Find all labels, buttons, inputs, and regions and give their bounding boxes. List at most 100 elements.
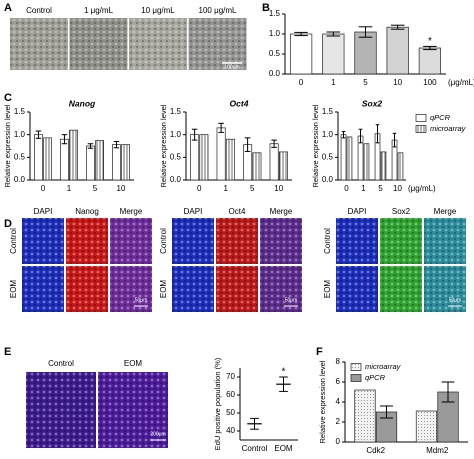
x-tick-label: 10 [274,184,283,193]
y-tick-label: 1.0 [322,130,334,139]
y-tick-label: 0.0 [269,69,281,78]
micrograph-texture [380,218,422,264]
micrograph-texture [66,218,108,264]
legend-label: qPCR [365,373,386,382]
micrograph-texture [216,266,258,312]
y-tick-label: 0.0 [322,175,334,184]
micrograph-texture [424,218,466,264]
bar [190,134,200,181]
column-label: Sox2 [392,207,411,216]
x-tick-label: Mdm2 [426,446,449,455]
y-tick-label: 0.5 [322,152,334,161]
y-axis-label: Relative expression level [159,104,168,187]
bar [363,143,370,181]
legend-label: microarray [365,362,402,371]
bar [199,134,209,181]
micrograph-texture [110,218,152,264]
x-tick-label: Cdk2 [366,446,385,455]
bar [346,136,353,181]
y-tick-label: 0.5 [269,49,281,58]
micrograph-texture [336,266,378,312]
panel-label: C [4,92,12,104]
x-tick-label: 10 [117,184,126,193]
image-label: 100 μg/mL [199,6,238,15]
y-tick-label: 1.5 [269,9,281,18]
micrograph-texture [336,218,378,264]
column-label: DAPI [348,207,367,216]
panel-label: F [316,346,323,358]
x-tick-label: 0 [299,78,304,87]
micrograph-texture [380,266,422,312]
micrograph-texture [172,266,214,312]
column-label: Oct4 [229,207,246,216]
bar [269,143,279,181]
bar [34,134,43,181]
bar [60,138,69,181]
y-tick-label: 1.0 [269,29,281,38]
image-label: EOM [124,359,143,368]
bar [252,152,262,181]
x-tick-label: 1 [361,184,366,193]
image-label: Control [26,6,52,15]
y-tick-label: 1.0 [170,130,182,139]
legend-swatch [415,114,427,122]
micrograph-texture [110,266,152,312]
bar [322,33,345,75]
micrograph-texture [22,218,64,264]
x-tick-label: 1 [67,184,72,193]
chart-title: Nanog [69,98,96,108]
micrograph-texture [260,266,302,312]
y-tick-label: 0.5 [170,152,182,161]
micrograph-texture [172,218,214,264]
image-label: Control [48,359,74,368]
x-tick-label: 10 [393,184,402,193]
bar [415,410,438,443]
x-tick-label: 100 [423,78,437,87]
panel-label: A [4,2,12,14]
x-axis-label: (μg/mL) [448,78,474,87]
bar [289,33,313,75]
micrograph-texture [22,266,64,312]
y-axis-label: EdU positive population (%) [213,357,222,450]
x-axis-label: (μg/mL) [408,184,436,193]
chart-title: Sox2 [362,98,383,108]
y-tick-label: 0.0 [14,175,26,184]
significance-mark: * [282,367,286,378]
column-label: Merge [120,207,143,216]
row-label: Control [323,228,332,254]
x-tick-label: 1 [224,184,229,193]
panel-label: D [4,218,12,230]
bar [354,31,377,75]
legend-swatch [350,363,362,371]
x-tick-label: 0 [41,184,46,193]
row-label: EOM [159,280,168,299]
bar [418,47,442,75]
column-label: DAPI [184,207,203,216]
bar [121,144,130,181]
y-tick-label: 70 [226,372,235,381]
bar [354,389,376,443]
legend-label: microarray [430,124,467,133]
x-tick-label: EOM [274,444,293,453]
scale-bar-label: 50μm [449,297,462,303]
bar [216,127,226,181]
micrograph-texture [424,266,466,312]
row-label: Control [159,228,168,254]
bar [112,144,121,181]
micrograph-texture [26,372,96,448]
image-label: 10 μg/mL [141,6,175,15]
y-tick-label: 1.5 [14,107,26,116]
x-tick-label: 5 [250,184,255,193]
chart-title: Oct4 [230,98,249,108]
column-label: DAPI [34,207,53,216]
scale-bar-label: 100μm [224,64,239,70]
row-label: EOM [323,280,332,299]
x-tick-label: 0 [197,184,202,193]
column-label: Merge [270,207,293,216]
micrograph-texture [188,18,247,70]
y-tick-label: 1.0 [14,130,26,139]
bar [278,151,288,181]
significance-mark: * [428,36,432,47]
y-tick-label: 40 [226,426,235,435]
